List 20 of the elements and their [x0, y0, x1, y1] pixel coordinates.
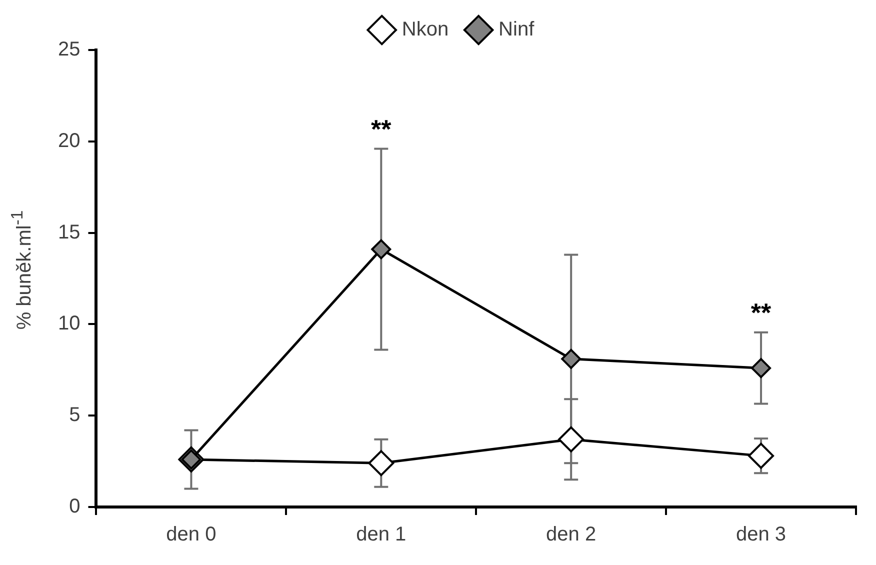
x-tick-label: den 1	[356, 524, 406, 546]
point	[371, 239, 392, 260]
point	[748, 442, 774, 469]
point	[561, 348, 582, 369]
y-tick-label: 15	[58, 221, 80, 244]
annotation: **	[750, 298, 772, 328]
x-tick-label: den 0	[166, 524, 216, 546]
annotation: **	[371, 114, 392, 144]
y-tick-label: 25	[58, 38, 80, 61]
point	[368, 450, 394, 476]
y-tick-label: 20	[58, 130, 80, 152]
legend-label: Nkon	[402, 18, 449, 41]
x-tick-label: den 3	[736, 524, 786, 546]
x-tick-label: den 2	[546, 524, 596, 546]
point	[751, 358, 772, 378]
y-tick-label: 10	[58, 312, 80, 335]
y-tick-label: 0	[69, 496, 80, 518]
point	[558, 426, 584, 452]
legend-label: Ninf	[498, 18, 535, 41]
y-tick-label: 5	[69, 404, 80, 426]
